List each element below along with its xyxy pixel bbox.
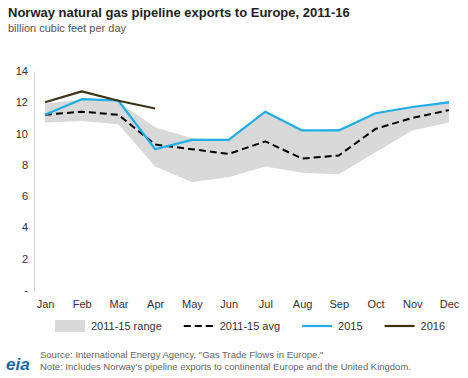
x-tick-label: May: [182, 298, 203, 310]
y-tick-label: -: [24, 284, 28, 296]
y-tick-label: 2: [22, 253, 28, 265]
x-tick: Apr: [147, 294, 164, 310]
x-axis: Jan Feb Mar Apr May Jun Jul Aug Sep Oct Nov Dec: [37, 294, 460, 310]
y-tick: 8: [22, 159, 34, 171]
x-tick: Oct: [367, 294, 384, 310]
x-tick: Jul: [259, 294, 273, 310]
series-line: [45, 110, 449, 158]
legend-item: 2011-15 avg: [184, 320, 280, 332]
x-tick-label: Oct: [367, 298, 384, 310]
y-tick: 2: [22, 253, 34, 265]
y-tick: 4: [22, 221, 34, 233]
legend-item: 2015: [302, 320, 362, 332]
legend-item: 2011-15 range: [55, 320, 162, 332]
y-axis: - 2 4 6 8 10 12 14: [16, 65, 35, 296]
legend-swatch: [302, 325, 332, 327]
x-tick: Dec: [440, 294, 460, 310]
legend-label: 2015: [338, 320, 362, 332]
x-tick: Aug: [293, 294, 313, 310]
logo: eia: [6, 355, 30, 374]
x-tick: Jun: [220, 294, 238, 310]
y-tick: 6: [22, 190, 34, 202]
x-axis-line: [46, 294, 450, 295]
x-tick-label: Nov: [403, 298, 423, 310]
legend-swatch: [184, 325, 214, 327]
y-tick: 12: [16, 96, 34, 108]
x-tick: May: [182, 294, 203, 310]
chart: Norway natural gas pipeline exports to E…: [0, 0, 468, 378]
y-tick-label: 6: [22, 190, 28, 202]
x-tick-label: Jan: [37, 298, 55, 310]
x-tick-label: Sep: [330, 298, 350, 310]
legend-label: 2016: [421, 320, 445, 332]
x-tick: Jan: [37, 294, 55, 310]
y-tick: 14: [16, 65, 34, 77]
series-line: [45, 99, 449, 149]
range-area: [45, 99, 449, 182]
legend: 2011-15 range 2011-15 avg 2015 2016: [55, 320, 445, 332]
x-tick-label: Feb: [73, 298, 92, 310]
x-tick: Mar: [109, 294, 128, 310]
x-tick-label: Mar: [109, 298, 128, 310]
x-tick: Feb: [73, 294, 92, 310]
y-tick-label: 14: [16, 65, 28, 77]
x-tick-label: Jul: [259, 298, 273, 310]
x-tick: Sep: [330, 294, 350, 310]
y-tick: 10: [16, 128, 34, 140]
y-tick-label: 4: [22, 221, 28, 233]
y-axis-line: [34, 72, 35, 291]
source: Source: International Energy Agency, "Ga…: [40, 349, 323, 360]
series-line: [45, 91, 155, 108]
legend-swatch: [55, 320, 85, 332]
subtitle: billion cubic feet per day: [8, 22, 127, 34]
y-tick-label: 12: [16, 96, 28, 108]
legend-label: 2011-15 avg: [220, 320, 280, 332]
y-tick-label: 8: [22, 159, 28, 171]
legend-label: 2011-15 range: [91, 320, 162, 332]
legend-item: 2016: [385, 320, 445, 332]
title: Norway natural gas pipeline exports to E…: [8, 5, 350, 20]
y-tick-label: 10: [16, 128, 28, 140]
note: Note: Includes Norway's pipeline exports…: [40, 361, 411, 372]
x-tick-label: Apr: [147, 298, 164, 310]
x-tick-label: Aug: [293, 298, 313, 310]
x-tick-label: Jun: [220, 298, 238, 310]
legend-swatch: [385, 325, 415, 327]
y-tick: -: [24, 284, 34, 296]
x-tick: Nov: [403, 294, 423, 310]
x-tick-label: Dec: [440, 298, 460, 310]
marks: [45, 91, 449, 182]
